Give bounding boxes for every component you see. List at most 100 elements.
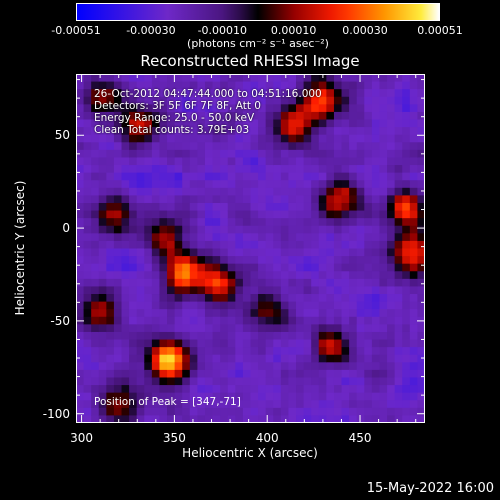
heatmap-cell <box>409 316 419 325</box>
heatmap-cell <box>371 157 381 166</box>
heatmap-cell <box>212 271 221 280</box>
heatmap-cell <box>235 301 244 310</box>
heatmap-cell <box>144 316 153 325</box>
heatmap-cell <box>174 195 183 204</box>
heatmap-cell <box>189 134 198 143</box>
heatmap-cell <box>303 354 312 363</box>
heatmap-cell <box>121 377 130 386</box>
heatmap-cell <box>182 218 191 227</box>
heatmap-cell <box>379 316 388 325</box>
heatmap-cell <box>341 256 350 265</box>
heatmap-cell <box>136 339 145 348</box>
heatmap-cell <box>356 127 365 136</box>
heatmap-cell <box>106 149 115 159</box>
heatmap-cell <box>394 240 403 250</box>
heatmap-cell <box>303 324 312 333</box>
heatmap-cell <box>106 392 115 401</box>
heatmap-cell <box>356 165 365 174</box>
heatmap-cell <box>182 134 191 143</box>
heatmap-cell <box>151 127 161 136</box>
heatmap-cell <box>333 278 343 288</box>
heatmap-cell <box>341 157 350 166</box>
heatmap-cell <box>235 233 244 242</box>
heatmap-cell <box>387 157 396 166</box>
heatmap-cell <box>371 415 381 423</box>
heatmap-cell <box>409 377 419 386</box>
heatmap-cell <box>326 263 335 272</box>
heatmap-cell <box>296 301 305 310</box>
heatmap-cell <box>197 271 206 280</box>
heatmap-cell <box>258 225 267 234</box>
heatmap-cell <box>159 119 168 128</box>
heatmap-cell <box>106 89 115 98</box>
heatmap-cell <box>76 400 85 409</box>
heatmap-cell <box>83 134 92 143</box>
heatmap-cell <box>394 385 403 394</box>
heatmap-cell <box>174 278 183 288</box>
heatmap-cell <box>204 149 214 159</box>
heatmap-cell <box>371 362 381 371</box>
heatmap-cell <box>167 127 176 136</box>
heatmap-cell <box>364 377 373 386</box>
heatmap-cell <box>296 96 305 105</box>
heatmap-cell <box>341 119 350 128</box>
heatmap-cell <box>167 233 176 242</box>
heatmap-cell <box>417 165 425 174</box>
heatmap-cell <box>265 256 274 265</box>
heatmap-cell <box>182 286 191 295</box>
heatmap-cell <box>220 324 229 333</box>
heatmap-cell <box>394 354 403 363</box>
heatmap-cell <box>318 286 327 295</box>
heatmap-cell <box>265 127 274 136</box>
heatmap-cell <box>91 81 100 90</box>
heatmap-cell <box>394 316 403 325</box>
heatmap-cell <box>182 172 191 181</box>
heatmap-cell <box>98 104 107 113</box>
heatmap-cell <box>121 225 130 234</box>
heatmap-cell <box>417 392 425 401</box>
heatmap-cell <box>318 195 327 204</box>
heatmap-cell <box>227 104 236 113</box>
heatmap-cell <box>83 202 92 212</box>
heatmap-cell <box>189 74 198 83</box>
heatmap-cell <box>303 172 312 181</box>
heatmap-cell <box>121 256 130 265</box>
heatmap-cell <box>136 286 145 295</box>
heatmap-cell <box>387 256 396 265</box>
heatmap-cell <box>98 187 107 196</box>
heatmap-cell <box>349 415 358 423</box>
heatmap-cell <box>296 271 305 280</box>
heatmap-cell <box>402 347 411 356</box>
heatmap-cell <box>197 134 206 143</box>
heatmap-cell <box>379 81 388 90</box>
heatmap-cell <box>250 187 259 196</box>
heatmap-cell <box>212 324 221 333</box>
heatmap-cell <box>91 263 100 272</box>
heatmap-cell <box>379 134 388 143</box>
heatmap-cell <box>212 377 221 386</box>
heatmap-cell <box>417 263 425 272</box>
heatmap-cell <box>83 271 92 280</box>
colorbar-units: (photons cm⁻² s⁻¹ asec⁻²) <box>187 37 329 50</box>
heatmap-cell <box>333 172 343 181</box>
heatmap-cell <box>288 225 297 234</box>
heatmap-cell <box>379 180 388 189</box>
heatmap-cell <box>303 157 312 166</box>
heatmap-cell <box>303 96 312 105</box>
heatmap-cell <box>280 187 290 196</box>
heatmap-cell <box>159 89 168 98</box>
heatmap-cell <box>349 385 358 394</box>
heatmap-cell <box>242 127 252 136</box>
heatmap-cell <box>273 256 282 265</box>
heatmap-cell <box>379 89 388 98</box>
heatmap-cell <box>151 165 161 174</box>
heatmap-cell <box>349 331 358 341</box>
heatmap-cell <box>288 119 297 128</box>
heatmap-cell <box>296 127 305 136</box>
heatmap-cell <box>98 134 107 143</box>
heatmap-cell <box>280 392 290 401</box>
heatmap-cell <box>204 392 214 401</box>
heatmap-cell <box>212 240 221 250</box>
heatmap-cell <box>356 362 365 371</box>
heatmap-cell <box>204 142 214 151</box>
